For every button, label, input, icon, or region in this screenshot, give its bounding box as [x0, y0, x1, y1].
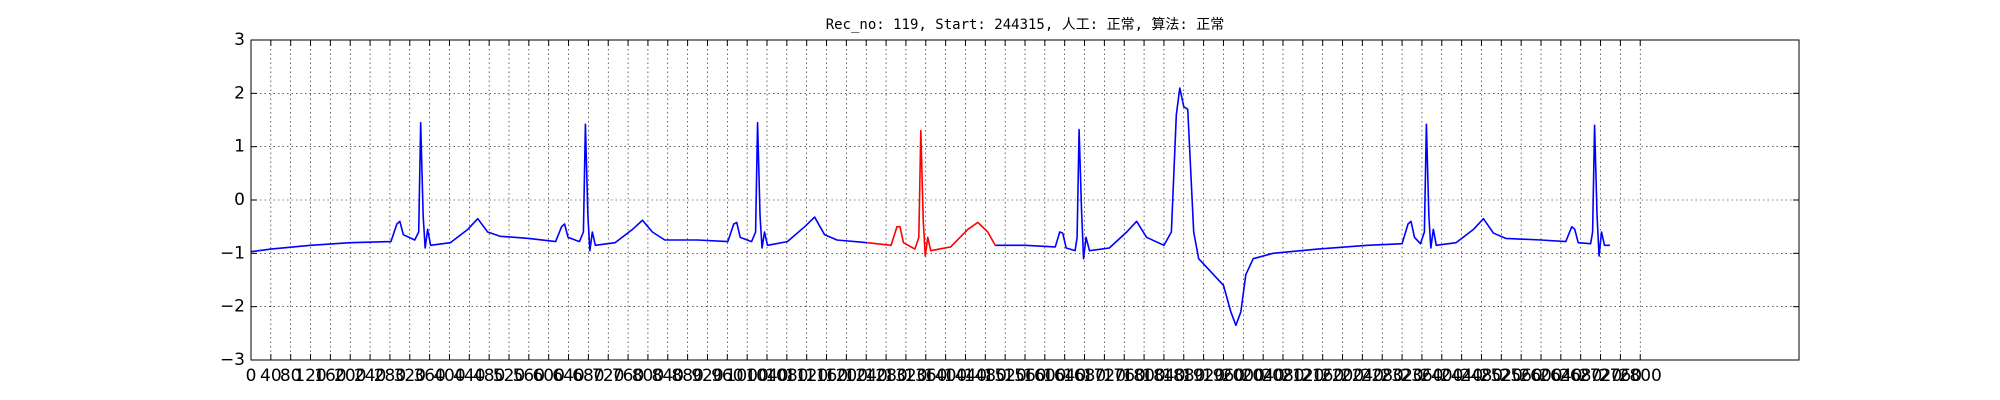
x-tick-label: 0 — [246, 366, 257, 386]
x-tick-label: 1080 — [765, 366, 808, 386]
x-tick-label: 1760 — [1103, 366, 1146, 386]
x-tick-label: 2160 — [1301, 366, 1344, 386]
x-tick-label: 120 — [294, 366, 326, 386]
y-tick-label: −1 — [220, 243, 245, 263]
x-tick-label: 1160 — [805, 366, 848, 386]
x-tick-label: 1240 — [845, 366, 888, 386]
x-tick-label: 760 — [612, 366, 644, 386]
x-tick-label: 1360 — [904, 366, 947, 386]
x-tick-label: 2760 — [1599, 366, 1642, 386]
x-tick-label: 800 — [632, 366, 664, 386]
x-tick-label: 2640 — [1539, 366, 1582, 386]
x-tick-label: 2080 — [1261, 366, 1304, 386]
x-tick-label: 360 — [413, 366, 445, 386]
x-tick-label: 80 — [280, 366, 302, 386]
x-tick-label: 2520 — [1480, 366, 1523, 386]
x-tick-label: 960 — [711, 366, 743, 386]
x-tick-label: 2240 — [1341, 366, 1384, 386]
x-tick-label: 1000 — [726, 366, 769, 386]
x-tick-label: 2680 — [1559, 366, 1602, 386]
x-tick-label: 1560 — [1003, 366, 1046, 386]
ecg-line — [867, 129, 996, 257]
x-tick-label: 200 — [334, 366, 366, 386]
x-tick-label: 40 — [260, 366, 282, 386]
x-tick-label: 1680 — [1063, 366, 1106, 386]
chart-title: Rec_no: 119, Start: 244315, 人工: 正常, 算法: … — [826, 17, 1225, 33]
x-tick-label: 2120 — [1281, 366, 1324, 386]
ecg-line — [250, 87, 1610, 327]
y-tick-label: 2 — [234, 83, 245, 103]
x-tick-label: 2200 — [1321, 366, 1364, 386]
x-tick-label: 1960 — [1202, 366, 1245, 386]
x-tick-label: 1880 — [1162, 366, 1205, 386]
x-tick-label: 840 — [652, 366, 684, 386]
x-tick-label: 1640 — [1043, 366, 1086, 386]
x-tick-label: 1440 — [944, 366, 987, 386]
plot-frame — [250, 39, 1800, 361]
x-tick-label: 2400 — [1420, 366, 1463, 386]
x-tick-label: 2320 — [1380, 366, 1423, 386]
x-tick-label: 1840 — [1142, 366, 1185, 386]
x-tick-label: 880 — [671, 366, 703, 386]
x-tick-label: 640 — [552, 366, 584, 386]
x-tick-label: 2560 — [1500, 366, 1543, 386]
x-tick-label: 2440 — [1440, 366, 1483, 386]
x-tick-label: 240 — [354, 366, 386, 386]
x-tick-label: 1520 — [984, 366, 1027, 386]
x-tick-label: 1600 — [1023, 366, 1066, 386]
x-tick-label: 1920 — [1182, 366, 1225, 386]
x-tick-label: 920 — [691, 366, 723, 386]
x-tick-label: 1720 — [1083, 366, 1126, 386]
x-tick-label: 1480 — [964, 366, 1007, 386]
x-tick-label: 1280 — [864, 366, 907, 386]
x-tick-label: 2600 — [1519, 366, 1562, 386]
x-tick-label: 160 — [314, 366, 346, 386]
x-tick-label: 1400 — [924, 366, 967, 386]
x-tick-label: 1040 — [745, 366, 788, 386]
x-tick-label: 400 — [433, 366, 465, 386]
x-tick-label: 680 — [572, 366, 604, 386]
x-tick-label: 2720 — [1579, 366, 1622, 386]
x-tick-label: 280 — [374, 366, 406, 386]
y-tick-label: 0 — [234, 190, 245, 210]
x-tick-label: 320 — [394, 366, 426, 386]
x-tick-label: 1200 — [825, 366, 868, 386]
y-tick-label: −2 — [220, 297, 245, 317]
x-tick-label: 2480 — [1460, 366, 1503, 386]
y-tick-label: 3 — [234, 30, 245, 50]
x-tick-label: 520 — [493, 366, 525, 386]
x-tick-label: 1320 — [884, 366, 927, 386]
x-tick-label: 2000 — [1222, 366, 1265, 386]
x-tick-label: 2800 — [1619, 366, 1662, 386]
y-tick-label: 1 — [234, 137, 245, 157]
x-tick-label: 1800 — [1122, 366, 1165, 386]
x-tick-label: 480 — [473, 366, 505, 386]
x-tick-label: 560 — [513, 366, 545, 386]
x-tick-label: 2360 — [1400, 366, 1443, 386]
x-tick-label: 440 — [453, 366, 485, 386]
y-tick-label: −3 — [220, 350, 245, 370]
x-tick-label: 600 — [532, 366, 564, 386]
x-tick-label: 2040 — [1242, 366, 1285, 386]
x-tick-label: 1120 — [785, 366, 828, 386]
x-tick-label: 720 — [592, 366, 624, 386]
x-tick-label: 2280 — [1361, 366, 1404, 386]
